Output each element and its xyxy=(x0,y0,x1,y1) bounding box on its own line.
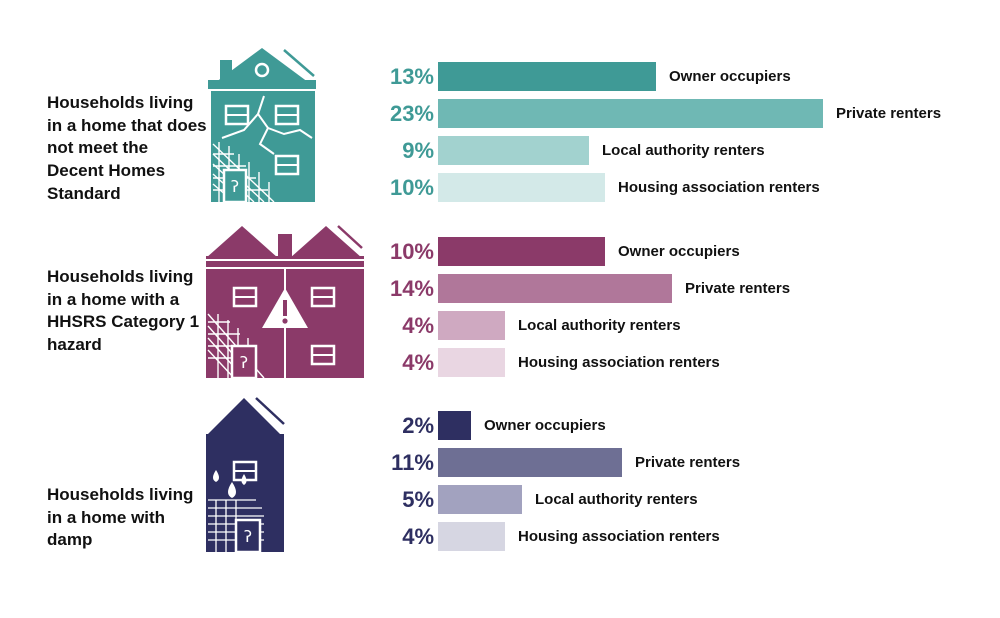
value-label: 10% xyxy=(389,175,434,200)
bar xyxy=(438,448,622,477)
category-label: Private renters xyxy=(836,105,942,122)
value-label: 2% xyxy=(402,413,434,438)
group-title: Households living in a home with damp xyxy=(47,485,194,550)
value-label: 23% xyxy=(389,101,434,126)
category-label: Local authority renters xyxy=(518,317,681,334)
svg-text:ʔ: ʔ xyxy=(244,527,252,546)
value-label: 9% xyxy=(402,138,434,163)
cracked-house-icon: ʔ xyxy=(208,48,316,204)
category-label: Local authority renters xyxy=(535,491,698,508)
damp-house-icon: ʔ xyxy=(206,397,285,554)
value-label: 4% xyxy=(402,524,434,549)
category-label: Private renters xyxy=(685,280,791,297)
value-label: 14% xyxy=(389,276,434,301)
bar xyxy=(438,485,522,514)
bar xyxy=(438,348,505,377)
svg-text:ʔ: ʔ xyxy=(240,353,248,372)
value-label: 13% xyxy=(389,64,434,89)
bar xyxy=(438,411,471,440)
value-label: 10% xyxy=(389,239,434,264)
category-label: Owner occupiers xyxy=(669,68,791,85)
bar xyxy=(438,274,672,303)
value-label: 5% xyxy=(402,487,434,512)
hazard-house-icon: ʔ xyxy=(206,225,364,380)
category-label: Private renters xyxy=(635,454,741,471)
group-title: Households living in a home that does no… xyxy=(47,93,207,203)
bar xyxy=(438,62,656,91)
category-label: Housing association renters xyxy=(518,354,720,371)
bar xyxy=(438,311,505,340)
category-label: Housing association renters xyxy=(618,179,820,196)
category-label: Owner occupiers xyxy=(618,243,740,260)
value-label: 4% xyxy=(402,350,434,375)
bar xyxy=(438,522,505,551)
bar xyxy=(438,136,589,165)
bar xyxy=(438,237,605,266)
category-label: Local authority renters xyxy=(602,142,765,159)
svg-text:ʔ: ʔ xyxy=(231,177,239,196)
bar xyxy=(438,173,605,202)
value-label: 4% xyxy=(402,313,434,338)
value-label: 11% xyxy=(391,450,434,475)
group-title: Households living in a home with a HHSRS… xyxy=(47,267,200,355)
bar xyxy=(438,99,823,128)
category-label: Owner occupiers xyxy=(484,417,606,434)
category-label: Housing association renters xyxy=(518,528,720,545)
